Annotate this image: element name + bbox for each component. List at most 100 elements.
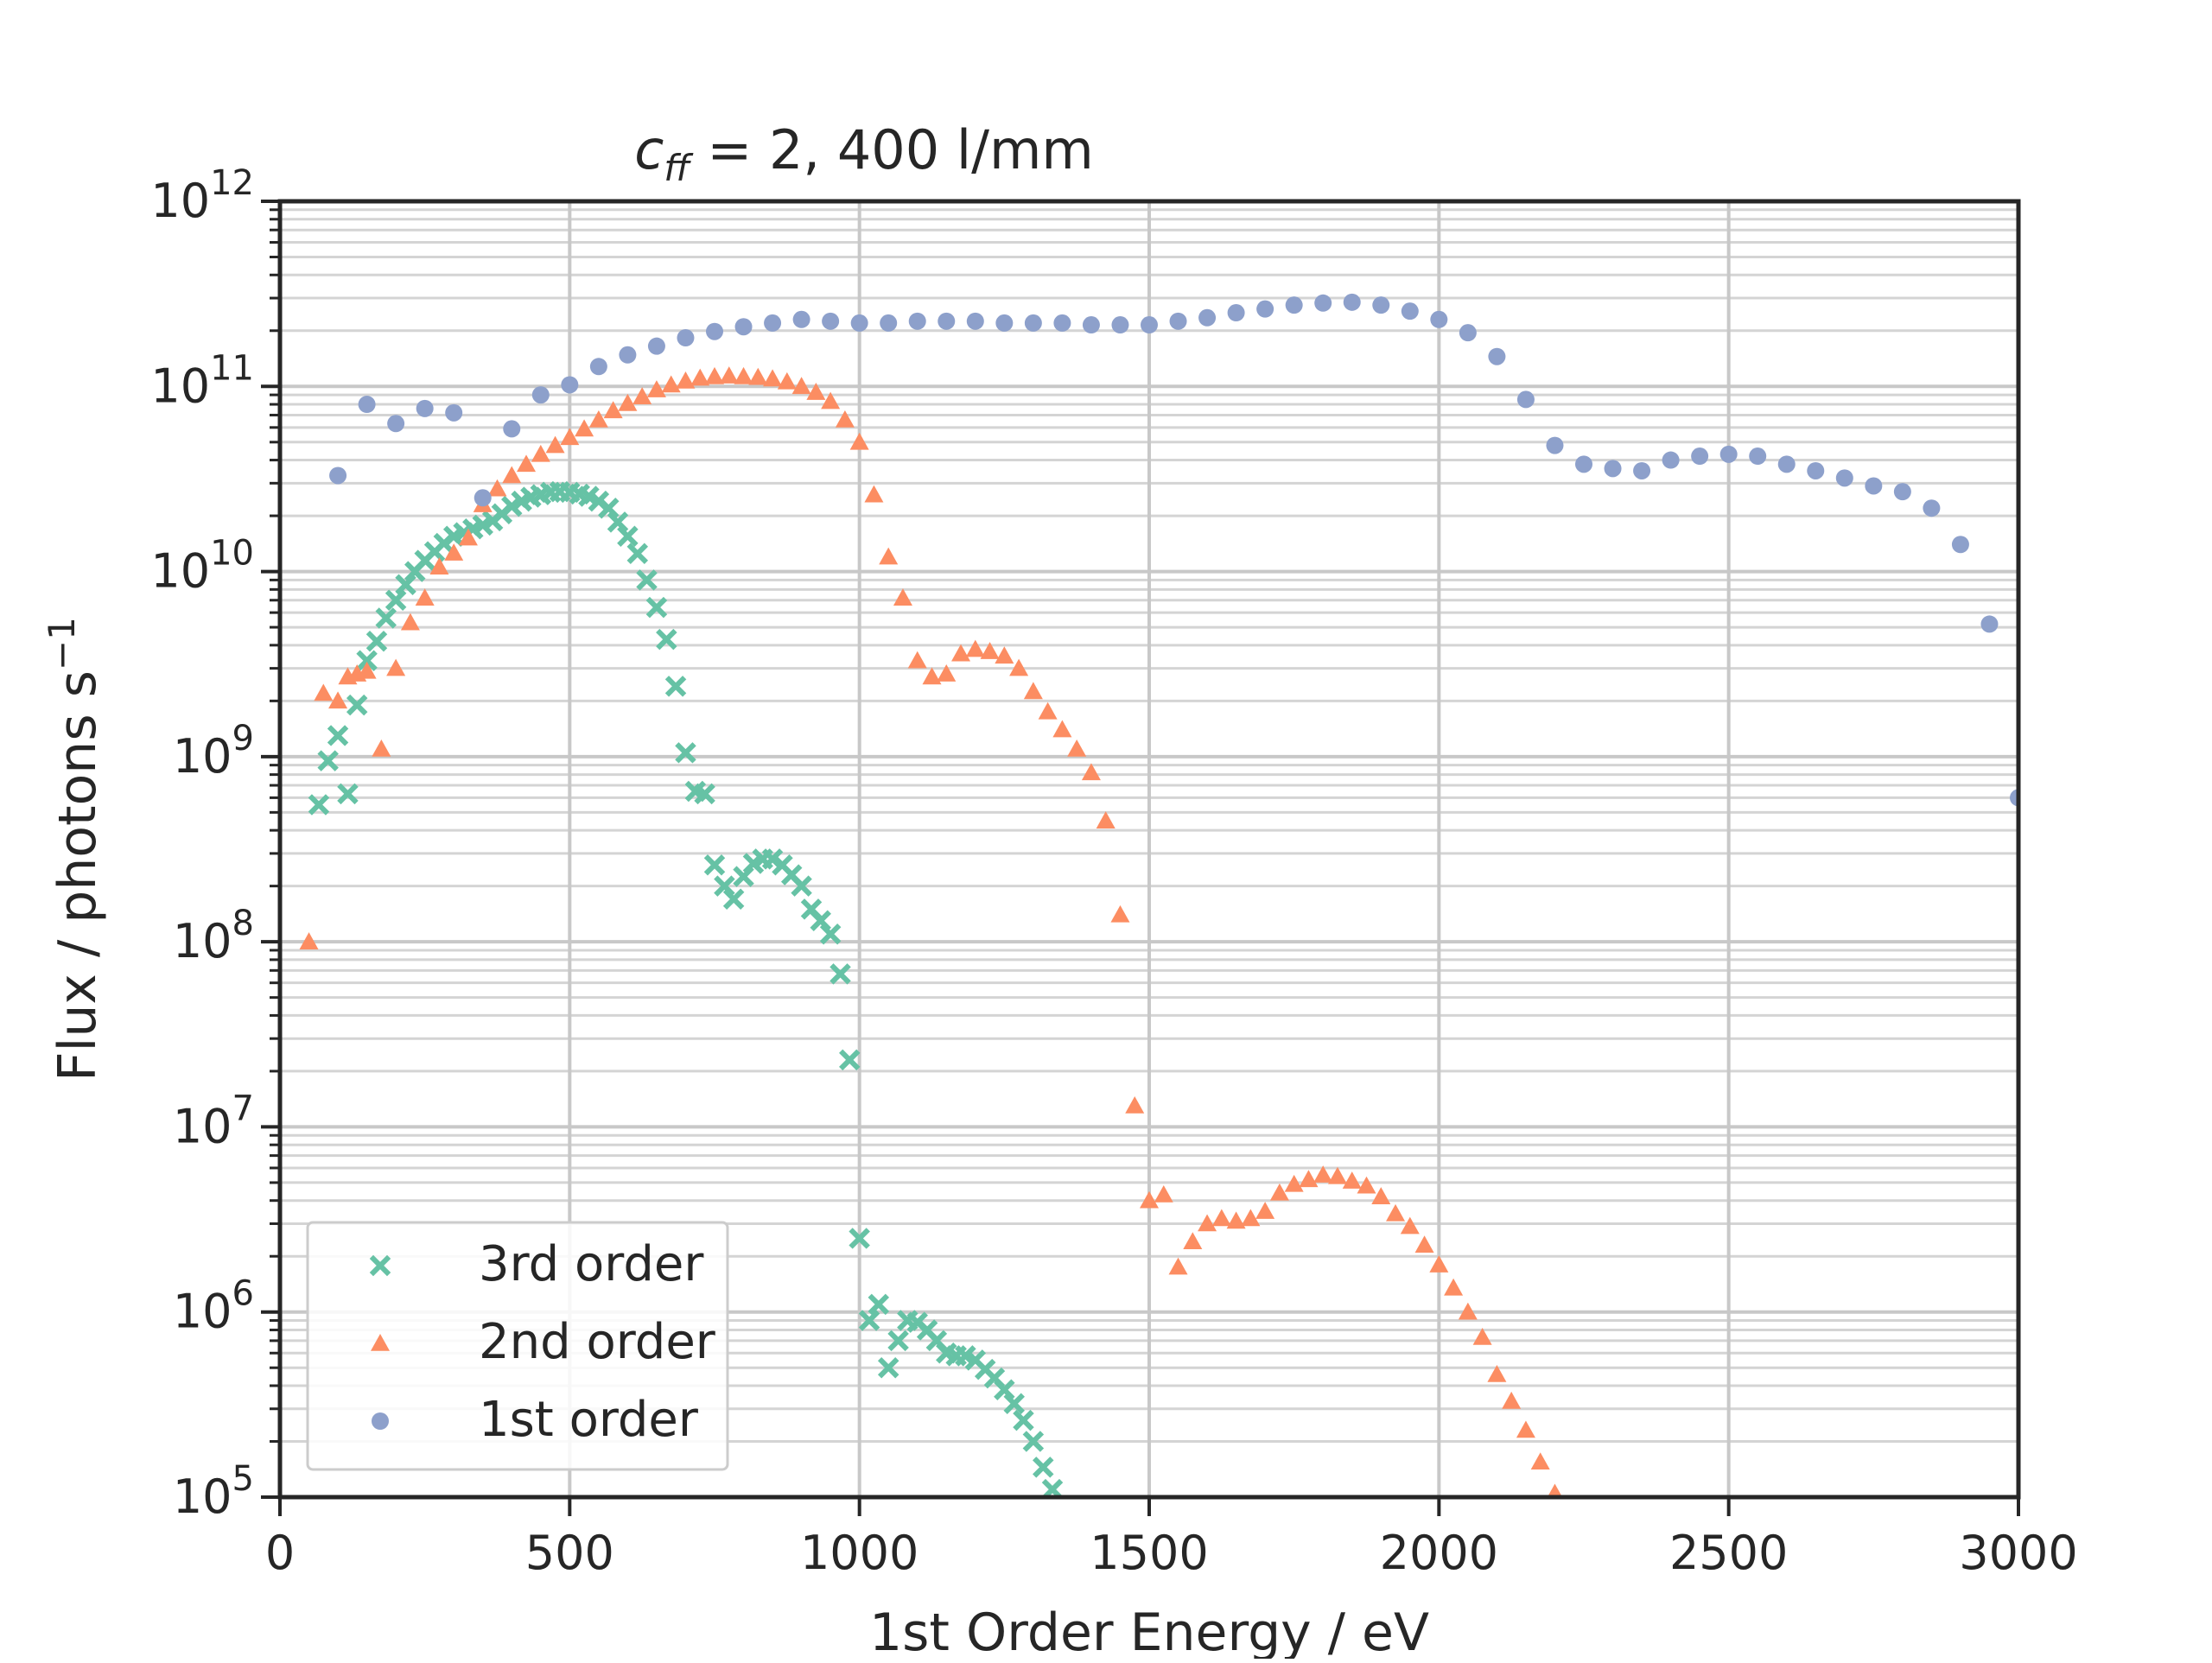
y-tick-label-base: 10 [173, 1285, 232, 1339]
data-point [317, 750, 339, 771]
plot-frame [277, 199, 2021, 1500]
data-point [1604, 460, 1622, 478]
data-point [1082, 316, 1100, 334]
x-tick-label: 2000 [1380, 1526, 1498, 1580]
data-point [965, 639, 985, 657]
chart-title: cff = 2, 400 l/mm [634, 118, 1094, 189]
data-point [1488, 347, 1506, 365]
data-point [1662, 451, 1680, 469]
data-point [850, 314, 868, 332]
legend-marker [369, 1254, 391, 1277]
y-tick-label: 1012 [150, 163, 254, 228]
data-point [719, 366, 739, 384]
data-point [1371, 1187, 1391, 1204]
data-point [858, 1310, 880, 1331]
data-point [887, 1330, 909, 1352]
data-point [908, 312, 926, 330]
data-point [357, 661, 377, 679]
data-point [849, 432, 869, 450]
data-point [995, 314, 1014, 332]
data-point [327, 725, 349, 746]
data-point [1444, 1278, 1464, 1296]
data-point [429, 557, 449, 574]
data-point [1429, 1255, 1449, 1273]
data-point [1241, 1209, 1261, 1227]
data-point [365, 631, 388, 652]
data-point [646, 380, 666, 397]
data-point [1472, 1328, 1492, 1345]
data-point [676, 371, 696, 389]
data-point [1923, 499, 1941, 517]
data-point [1807, 461, 1825, 479]
data-point [626, 543, 649, 565]
data-point [1053, 314, 1071, 332]
data-point [575, 419, 594, 437]
data-point [386, 658, 406, 676]
y-axis-label-superscript: −1 [41, 617, 83, 670]
data-point [1633, 461, 1651, 479]
data-point [1052, 720, 1072, 738]
data-point [578, 486, 600, 507]
data-point [1342, 1171, 1362, 1189]
data-point [819, 924, 842, 945]
data-point [1546, 436, 1564, 454]
data-point [645, 596, 668, 619]
data-point [617, 525, 639, 548]
data-point [607, 511, 629, 533]
data-point [1038, 701, 1058, 720]
y-tick-label: 1011 [150, 348, 254, 413]
data-point [1372, 296, 1390, 314]
data-point [1169, 312, 1187, 330]
data-point [1951, 536, 1969, 554]
data-point [734, 366, 753, 384]
data-point [675, 742, 696, 764]
data-point [1285, 296, 1303, 314]
data-point [1033, 1457, 1054, 1478]
data-point [299, 932, 319, 949]
data-point [385, 589, 407, 612]
data-point [764, 314, 782, 332]
data-point [994, 1379, 1015, 1401]
y-axis-label: Flux / photons s−1 [41, 617, 108, 1082]
data-point [922, 667, 942, 685]
data-point [395, 574, 416, 595]
title-subscript: ff [664, 147, 694, 189]
data-point [1691, 447, 1709, 466]
x-tick-label: 2500 [1669, 1526, 1788, 1580]
data-point [329, 467, 347, 485]
y-tick-label-exponent: 6 [232, 1274, 254, 1314]
data-point [839, 1049, 861, 1071]
data-point [1141, 316, 1158, 334]
legend-label-3rd-order: 3rd order [479, 1236, 704, 1292]
data-point [1183, 1232, 1203, 1250]
x-tick-label: 1000 [800, 1526, 918, 1580]
data-point [1343, 293, 1361, 311]
data-point [1110, 904, 1130, 923]
y-tick-label-base: 10 [173, 729, 232, 784]
data-point [763, 369, 783, 387]
data-point [748, 367, 768, 385]
data-point [734, 318, 753, 336]
data-point [791, 377, 811, 395]
legend-label-2nd-order: 2nd order [479, 1314, 716, 1370]
data-point [951, 644, 971, 662]
legend-box [306, 1221, 729, 1471]
data-point [1400, 1216, 1420, 1235]
data-point [358, 396, 376, 414]
data-point [560, 428, 580, 446]
data-point [1067, 739, 1087, 757]
data-point [1226, 1211, 1246, 1229]
y-tick-label-exponent: 11 [210, 348, 254, 388]
data-point [501, 495, 523, 517]
data-point [545, 435, 565, 454]
data-point [1009, 658, 1029, 676]
series-2nd-order [299, 366, 1563, 1497]
data-point [761, 848, 784, 870]
y-tick-label-exponent: 9 [232, 719, 254, 759]
data-point [1430, 310, 1448, 328]
y-tick-label-exponent: 7 [232, 1089, 254, 1128]
data-point [1401, 302, 1419, 321]
data-point [387, 415, 405, 433]
data-point [561, 376, 579, 394]
data-point [714, 875, 735, 897]
